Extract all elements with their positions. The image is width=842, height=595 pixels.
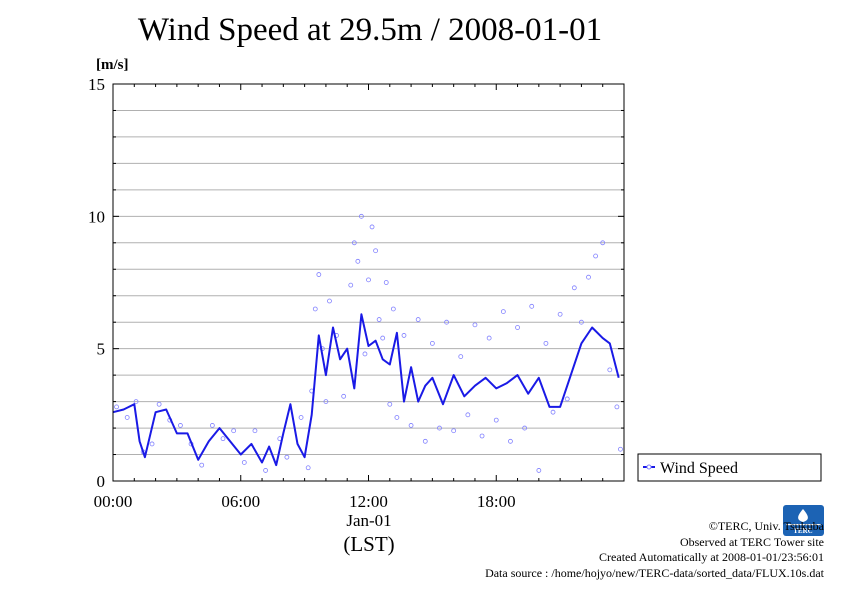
chart-title: Wind Speed at 29.5m / 2008-01-01 [137, 12, 603, 48]
scatter-point [550, 409, 556, 415]
scatter-point [579, 319, 584, 325]
y-tick-label: 15 [88, 75, 105, 94]
x-tick-label: 00:00 [94, 492, 133, 511]
scatter-point [241, 460, 247, 465]
scatter-point [458, 354, 464, 360]
scatter-point [341, 393, 347, 399]
scatter-point [369, 224, 375, 230]
created-timestamp-text: Created Automatically at 2008-01-01/23:5… [599, 550, 824, 564]
scatter-point [305, 465, 311, 471]
data-source-text: Data source : /home/hojyo/new/TERC-data/… [485, 565, 824, 580]
grid-lines [113, 109, 624, 456]
scatter-point [114, 404, 119, 410]
wind-speed-series-line [112, 313, 620, 467]
scatter-point [422, 438, 428, 444]
scatter-point [571, 285, 577, 291]
scatter-point [390, 306, 396, 312]
scatter-point [600, 240, 606, 246]
observation-site-text: Observed at TERC Tower site [679, 534, 824, 549]
legend-box [637, 453, 822, 482]
scatter-point [415, 317, 421, 322]
scatter-point [444, 319, 449, 325]
scatter-point [124, 415, 130, 420]
legend: Wind Speed [637, 453, 822, 482]
terc-logo: TERC [783, 505, 824, 536]
scatter-point [156, 401, 162, 407]
scatter-point [220, 436, 226, 442]
y-tick-label: 5 [97, 340, 106, 359]
logo-text: TERC [793, 527, 812, 535]
scatter-point [437, 425, 442, 431]
scatter-point [618, 446, 623, 452]
scatter-point [133, 399, 139, 405]
scatter-point [359, 213, 364, 219]
scatter-point [472, 322, 478, 328]
scatter-point [387, 401, 393, 407]
scatter-point [607, 367, 613, 373]
scatter-point [394, 415, 400, 420]
scatter-point [209, 423, 215, 428]
x-axis-date-label: Jan-01 [346, 511, 391, 530]
scatter-point [543, 340, 549, 346]
scatter-point [231, 428, 237, 434]
scatter-point [486, 335, 492, 341]
scatter-point [376, 317, 382, 322]
axis-ticks [112, 83, 625, 482]
scatter-point [263, 468, 268, 473]
scatter-point [252, 428, 258, 434]
scatter-point [327, 298, 332, 304]
scatter-point [465, 412, 471, 418]
scatter-point [522, 425, 528, 431]
x-tick-label: 12:00 [349, 492, 388, 511]
x-tick-label: 06:00 [221, 492, 260, 511]
scatter-point [500, 309, 506, 315]
y-tick-label: 10 [88, 207, 105, 226]
y-axis-unit-label: [m/s] [96, 57, 129, 73]
scatter-point [348, 282, 354, 288]
copyright-text: ©TERC, Univ. Tsukuba [708, 519, 824, 533]
x-axis-label: (LST) [343, 532, 394, 556]
scatter-point [408, 423, 414, 428]
scatter-point [586, 274, 591, 280]
scatter-point [493, 417, 499, 423]
scatter-point [298, 415, 304, 420]
scatter-point [284, 454, 290, 460]
scatter-point [536, 468, 542, 473]
scatter-point [362, 351, 368, 357]
scatter-point [564, 396, 570, 402]
scatter-point [373, 248, 378, 254]
scatter-point [429, 340, 435, 346]
scatter-point [593, 253, 599, 259]
scatter-point [199, 462, 205, 468]
footer-credits: ©TERC, Univ. Tsukuba Observed at TERC To… [485, 519, 824, 581]
scatter-point [557, 311, 563, 317]
legend-label: Wind Speed [660, 460, 738, 477]
scatter-point [515, 325, 520, 330]
scatter-point [351, 240, 357, 246]
axis-tick-labels: 0 5 10 15 00:00 06:00 12:00 18:00 [88, 75, 516, 511]
x-tick-label: 18:00 [477, 492, 516, 511]
legend-marker [646, 464, 652, 470]
plot-background [113, 84, 624, 481]
scatter-point [312, 306, 318, 312]
scatter-point [149, 441, 155, 447]
scatter-point [323, 399, 329, 405]
y-tick-label: 0 [97, 472, 106, 491]
scatter-point [508, 438, 513, 444]
scatter-point [614, 404, 620, 410]
scatter-point [355, 258, 361, 264]
scatter-point [383, 280, 389, 285]
scatter-point [178, 423, 183, 428]
scatter-point [401, 333, 407, 338]
scatter-point [451, 428, 457, 434]
scatter-point [529, 303, 535, 309]
scatter-point [479, 433, 485, 439]
scatter-point [380, 335, 386, 341]
scatter-point [316, 272, 322, 277]
scatter-point [366, 277, 371, 283]
